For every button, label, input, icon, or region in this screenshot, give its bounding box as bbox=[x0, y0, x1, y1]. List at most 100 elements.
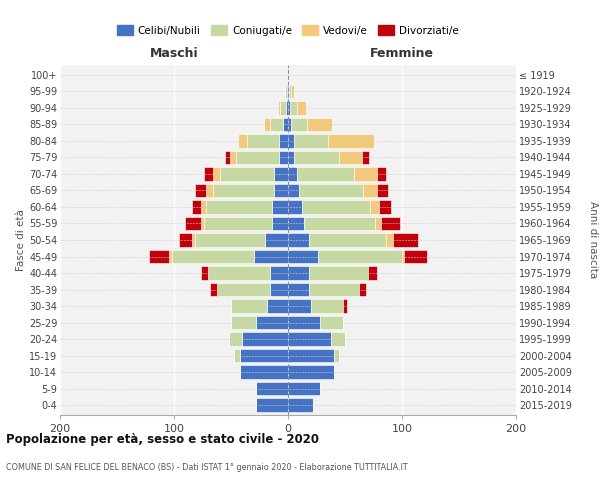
Bar bbox=[256, 398, 288, 411]
Bar bbox=[288, 134, 294, 147]
Bar bbox=[172, 250, 254, 263]
Bar bbox=[362, 151, 369, 164]
Bar bbox=[402, 250, 404, 263]
Bar bbox=[208, 266, 270, 280]
Text: Popolazione per età, sesso e stato civile - 2020: Popolazione per età, sesso e stato civil… bbox=[6, 432, 319, 446]
Bar bbox=[231, 316, 256, 329]
Bar bbox=[294, 151, 340, 164]
Bar bbox=[149, 250, 169, 263]
Bar bbox=[247, 134, 279, 147]
Bar bbox=[236, 151, 279, 164]
Bar bbox=[343, 300, 347, 312]
Bar bbox=[211, 283, 217, 296]
Bar bbox=[290, 102, 297, 114]
Bar bbox=[283, 118, 288, 131]
Bar bbox=[393, 234, 418, 246]
Bar bbox=[288, 398, 313, 411]
Bar bbox=[294, 134, 328, 147]
Bar bbox=[268, 300, 288, 312]
Bar bbox=[302, 200, 370, 213]
Bar bbox=[354, 168, 377, 180]
Bar bbox=[213, 184, 274, 197]
Bar bbox=[370, 200, 379, 213]
Bar bbox=[288, 382, 320, 395]
Bar bbox=[272, 200, 288, 213]
Bar bbox=[274, 168, 288, 180]
Bar bbox=[404, 250, 427, 263]
Bar bbox=[377, 168, 386, 180]
Bar bbox=[235, 349, 240, 362]
Bar bbox=[206, 184, 213, 197]
Bar bbox=[192, 234, 194, 246]
Bar bbox=[230, 151, 236, 164]
Y-axis label: Anni di nascita: Anni di nascita bbox=[589, 202, 598, 278]
Bar bbox=[240, 366, 288, 378]
Bar bbox=[206, 200, 272, 213]
Bar bbox=[169, 250, 172, 263]
Bar bbox=[256, 316, 288, 329]
Bar bbox=[292, 118, 307, 131]
Bar bbox=[274, 184, 288, 197]
Bar bbox=[288, 234, 308, 246]
Bar bbox=[382, 217, 400, 230]
Bar bbox=[203, 217, 272, 230]
Bar bbox=[270, 266, 288, 280]
Bar bbox=[238, 134, 247, 147]
Bar bbox=[297, 168, 354, 180]
Bar bbox=[289, 85, 292, 98]
Bar bbox=[288, 300, 311, 312]
Bar bbox=[288, 266, 308, 280]
Bar bbox=[363, 184, 377, 197]
Bar bbox=[288, 316, 320, 329]
Bar bbox=[288, 168, 297, 180]
Bar bbox=[308, 283, 359, 296]
Bar bbox=[308, 234, 386, 246]
Bar bbox=[307, 118, 332, 131]
Bar bbox=[297, 102, 306, 114]
Text: Femmine: Femmine bbox=[370, 47, 434, 60]
Bar bbox=[286, 102, 288, 114]
Bar bbox=[192, 200, 202, 213]
Bar bbox=[287, 85, 288, 98]
Bar bbox=[288, 283, 308, 296]
Text: COMUNE DI SAN FELICE DEL BENACO (BS) - Dati ISTAT 1° gennaio 2020 - Elaborazione: COMUNE DI SAN FELICE DEL BENACO (BS) - D… bbox=[6, 462, 407, 471]
Bar bbox=[284, 85, 287, 98]
Bar bbox=[179, 234, 192, 246]
Bar bbox=[340, 151, 362, 164]
Bar bbox=[226, 151, 230, 164]
Bar bbox=[288, 366, 334, 378]
Y-axis label: Fasce di età: Fasce di età bbox=[16, 209, 26, 271]
Bar bbox=[220, 168, 274, 180]
Bar bbox=[288, 332, 331, 345]
Bar bbox=[331, 332, 345, 345]
Bar bbox=[194, 234, 265, 246]
Bar bbox=[379, 200, 391, 213]
Bar bbox=[231, 300, 268, 312]
Bar bbox=[288, 118, 292, 131]
Bar bbox=[328, 134, 373, 147]
Bar bbox=[202, 200, 206, 213]
Bar bbox=[270, 283, 288, 296]
Bar bbox=[374, 217, 382, 230]
Bar bbox=[229, 332, 242, 345]
Bar bbox=[264, 118, 270, 131]
Bar bbox=[320, 316, 343, 329]
Bar bbox=[288, 151, 294, 164]
Bar bbox=[279, 134, 288, 147]
Bar bbox=[265, 234, 288, 246]
Bar bbox=[280, 102, 286, 114]
Bar bbox=[377, 184, 388, 197]
Bar bbox=[272, 217, 288, 230]
Bar bbox=[334, 349, 340, 362]
Bar bbox=[254, 250, 288, 263]
Bar bbox=[242, 332, 288, 345]
Bar bbox=[256, 382, 288, 395]
Bar bbox=[311, 300, 343, 312]
Bar bbox=[278, 102, 280, 114]
Bar bbox=[270, 118, 283, 131]
Bar bbox=[308, 266, 368, 280]
Bar bbox=[194, 184, 206, 197]
Bar bbox=[185, 217, 202, 230]
Bar bbox=[240, 349, 288, 362]
Bar bbox=[202, 217, 203, 230]
